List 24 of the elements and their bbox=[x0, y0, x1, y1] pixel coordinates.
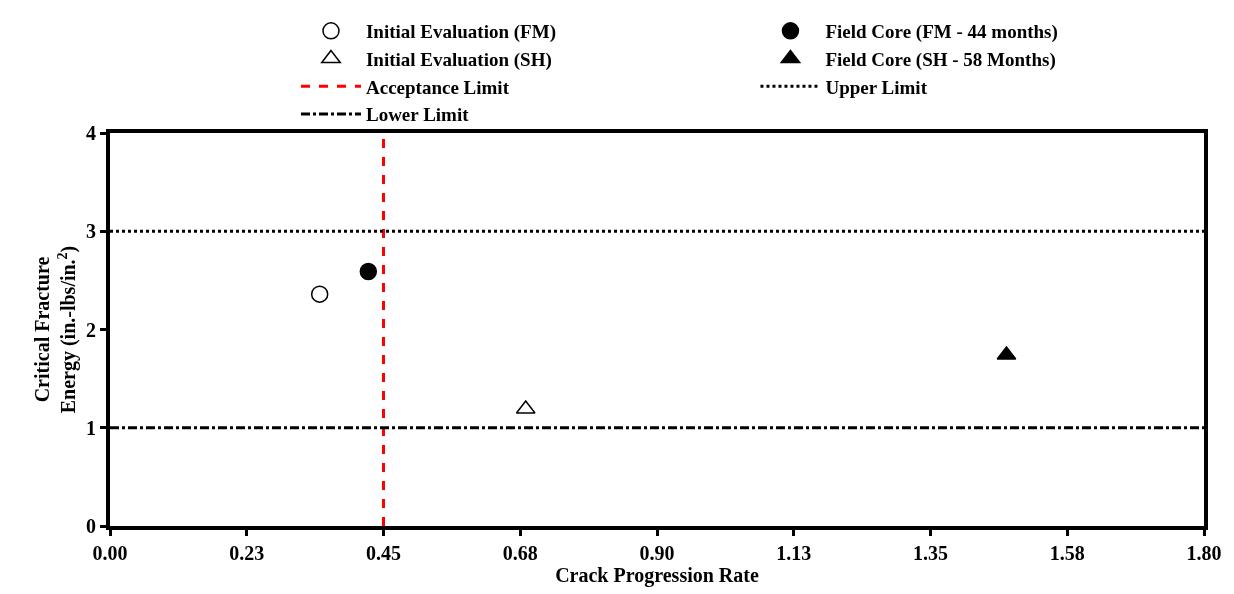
legend-label: Initial Evaluation (FM) bbox=[365, 21, 556, 44]
x-tick-label: 1.35 bbox=[913, 542, 948, 564]
point bbox=[310, 285, 329, 303]
x-tick-label: 0.68 bbox=[502, 542, 538, 564]
legend-label: Lower Limit bbox=[365, 104, 470, 126]
x-tick-label: 1.13 bbox=[776, 542, 812, 564]
y-tick-label: 2 bbox=[86, 318, 96, 341]
y-tick-label: 4 bbox=[86, 122, 96, 144]
x-tick-label: 1.58 bbox=[1049, 542, 1085, 564]
legend-label: Upper Limit bbox=[825, 76, 928, 98]
x-tick-label: 0.90 bbox=[639, 542, 675, 564]
legend-label: Initial Evaluation (SH) bbox=[365, 48, 552, 71]
point bbox=[359, 262, 378, 281]
legend-label: Field Core (SH - 58 Months) bbox=[825, 48, 1056, 71]
y-tick-label: 3 bbox=[86, 220, 96, 243]
x-tick-label: 1.80 bbox=[1186, 542, 1222, 564]
y-tick-label: 1 bbox=[86, 416, 96, 439]
legend-label: Acceptance Limit bbox=[365, 76, 510, 98]
x-tick-label: 0.23 bbox=[229, 542, 265, 564]
x-tick-label: 0.45 bbox=[366, 542, 401, 564]
legend-label: Field Core (FM - 44 months) bbox=[825, 21, 1058, 44]
x-tick-label: 0.00 bbox=[92, 542, 128, 564]
x-axis-title: Crack Progression Rate bbox=[555, 564, 759, 587]
y-tick-label: 0 bbox=[86, 515, 96, 537]
